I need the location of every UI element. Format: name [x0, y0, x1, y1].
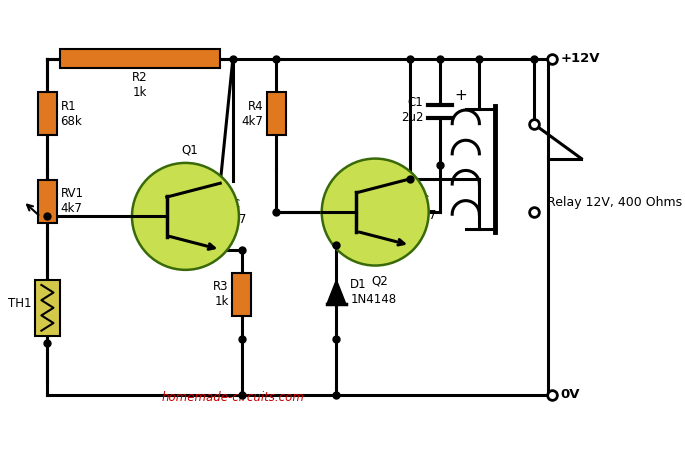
Text: R4
4k7: R4 4k7: [241, 100, 263, 128]
Bar: [60, 49, 220, 68]
Bar: [36, 280, 60, 336]
Bar: [266, 92, 286, 135]
Text: TH1: TH1: [8, 297, 32, 310]
Bar: [38, 180, 57, 223]
Text: C1
2u2: C1 2u2: [401, 96, 423, 124]
Text: BC
547: BC 547: [225, 198, 247, 226]
Text: homemade-circuits.com: homemade-circuits.com: [162, 391, 304, 404]
Text: RV1
4k7: RV1 4k7: [60, 187, 84, 215]
Bar: [38, 92, 57, 135]
Polygon shape: [327, 280, 346, 304]
Text: R1
68k: R1 68k: [60, 100, 82, 128]
Text: BC
547: BC 547: [414, 194, 436, 222]
Text: Q1: Q1: [182, 144, 198, 157]
Bar: [232, 273, 251, 316]
Text: Q2: Q2: [371, 274, 388, 287]
Text: +: +: [455, 88, 467, 103]
Text: D1
1N4148: D1 1N4148: [350, 278, 397, 306]
Text: Relay 12V, 400 Ohms: Relay 12V, 400 Ohms: [547, 196, 682, 209]
Text: 0V: 0V: [560, 388, 580, 401]
Text: +12V: +12V: [560, 52, 600, 65]
Text: R3
1k: R3 1k: [213, 280, 229, 308]
Circle shape: [322, 158, 429, 266]
Text: R2
1k: R2 1k: [132, 71, 148, 99]
Circle shape: [132, 163, 239, 270]
